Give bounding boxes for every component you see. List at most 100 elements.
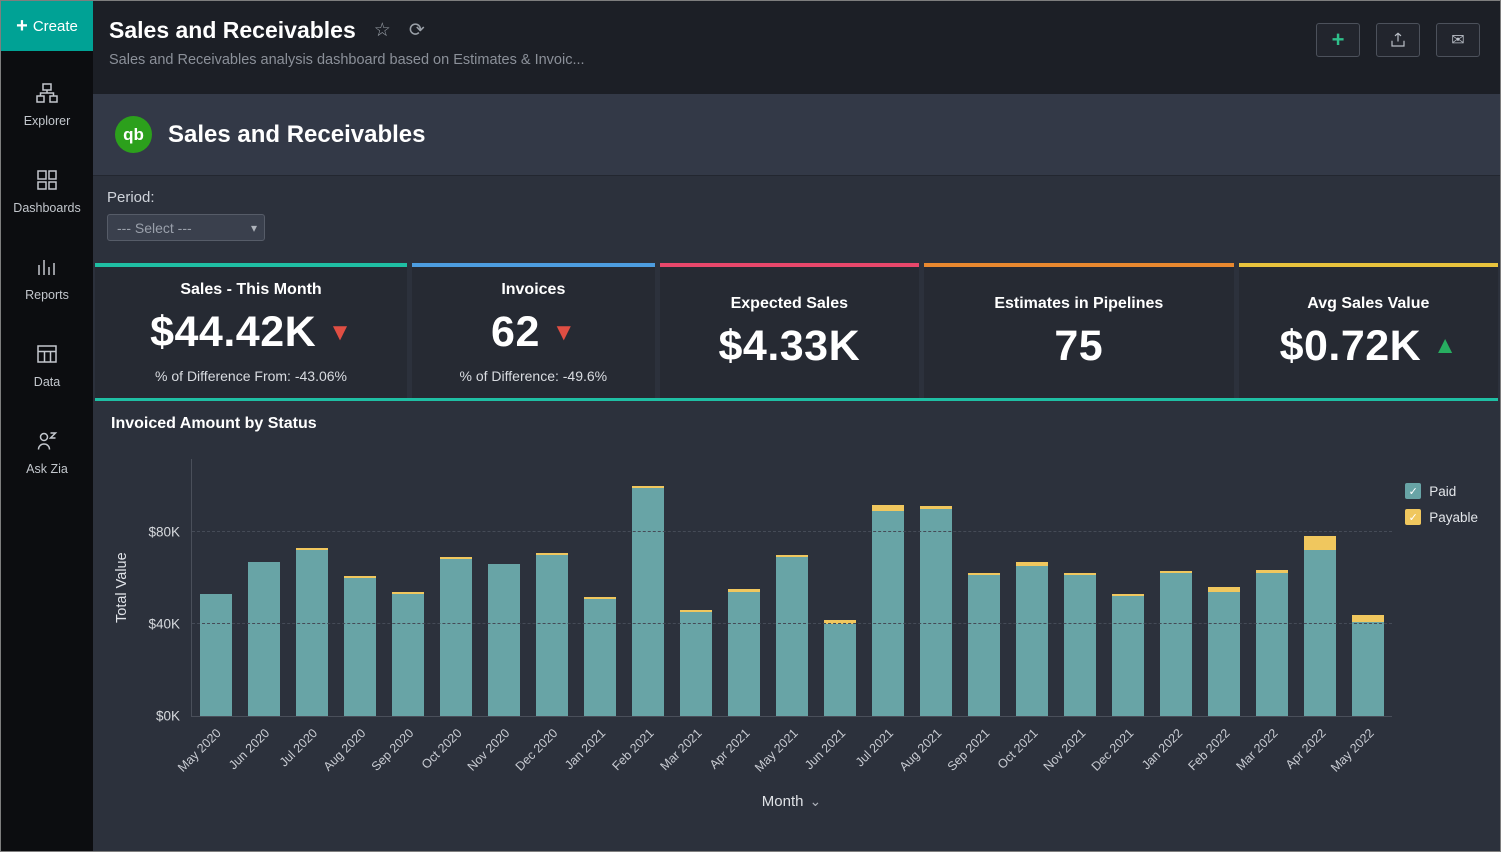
bar-segment-payable[interactable] bbox=[1064, 573, 1096, 576]
bar-segment-paid[interactable] bbox=[1352, 621, 1384, 716]
bar-may-2022[interactable] bbox=[1344, 459, 1392, 716]
create-button[interactable]: + Create bbox=[1, 1, 93, 51]
sidebar-item-data[interactable]: Data bbox=[1, 342, 93, 389]
bar-segment-paid[interactable] bbox=[200, 593, 232, 716]
bar-segment-paid[interactable] bbox=[1208, 591, 1240, 716]
bar-segment-paid[interactable] bbox=[680, 612, 712, 716]
bar-segment-payable[interactable] bbox=[1112, 593, 1144, 597]
bar-segment-paid[interactable] bbox=[392, 593, 424, 716]
bar-oct-2020[interactable] bbox=[432, 459, 480, 716]
bar-segment-paid[interactable] bbox=[1304, 550, 1336, 716]
bar-jan-2021[interactable] bbox=[576, 459, 624, 716]
bar-segment-paid[interactable] bbox=[632, 487, 664, 716]
page-title: Sales and Receivables bbox=[109, 17, 356, 43]
bar-segment-payable[interactable] bbox=[1256, 569, 1288, 574]
bar-segment-payable[interactable] bbox=[392, 591, 424, 594]
bar-segment-paid[interactable] bbox=[1160, 573, 1192, 716]
bar-segment-payable[interactable] bbox=[872, 505, 904, 511]
x-axis-title[interactable]: Month ⌄ bbox=[191, 793, 1392, 810]
refresh-icon[interactable]: ⟳ bbox=[408, 20, 425, 41]
bar-jun-2021[interactable] bbox=[816, 459, 864, 716]
kpi-card-estimates-in-pipelines[interactable]: Estimates in Pipelines 75 bbox=[924, 263, 1234, 398]
bar-segment-paid[interactable] bbox=[1016, 566, 1048, 716]
bar-segment-payable[interactable] bbox=[1016, 561, 1048, 567]
kpi-title: Avg Sales Value bbox=[1307, 294, 1430, 312]
bar-mar-2022[interactable] bbox=[1248, 459, 1296, 716]
bar-segment-payable[interactable] bbox=[776, 554, 808, 558]
legend-label: Paid bbox=[1429, 483, 1457, 499]
bar-aug-2021[interactable] bbox=[912, 459, 960, 716]
bar-sep-2021[interactable] bbox=[960, 459, 1008, 716]
bar-segment-payable[interactable] bbox=[728, 589, 760, 592]
bar-feb-2022[interactable] bbox=[1200, 459, 1248, 716]
bar-may-2021[interactable] bbox=[768, 459, 816, 716]
bar-segment-paid[interactable] bbox=[968, 575, 1000, 716]
bar-segment-paid[interactable] bbox=[824, 623, 856, 716]
bar-feb-2021[interactable] bbox=[624, 459, 672, 716]
bar-segment-paid[interactable] bbox=[248, 561, 280, 716]
bar-segment-payable[interactable] bbox=[440, 557, 472, 560]
sidebar-nav: Explorer Dashboards Reports Data Ask Zia bbox=[1, 51, 93, 476]
period-select[interactable]: --- Select --- ▾ bbox=[107, 214, 265, 241]
bar-segment-payable[interactable] bbox=[1160, 570, 1192, 574]
bar-segment-paid[interactable] bbox=[536, 554, 568, 716]
gridline bbox=[192, 622, 1392, 624]
bar-oct-2021[interactable] bbox=[1008, 459, 1056, 716]
bar-jun-2020[interactable] bbox=[240, 459, 288, 716]
kpi-card-expected-sales[interactable]: Expected Sales $4.33K bbox=[659, 263, 919, 398]
bar-segment-payable[interactable] bbox=[920, 506, 952, 509]
kpi-card-avg-sales-value[interactable]: Avg Sales Value $0.72K ▲ bbox=[1238, 263, 1498, 398]
bar-segment-paid[interactable] bbox=[920, 508, 952, 716]
kpi-card-sales-this-month[interactable]: Sales - This Month $44.42K ▼ % of Differ… bbox=[95, 263, 408, 398]
bar-segment-paid[interactable] bbox=[584, 598, 616, 716]
bar-segment-paid[interactable] bbox=[296, 550, 328, 716]
bar-apr-2021[interactable] bbox=[720, 459, 768, 716]
bar-segment-payable[interactable] bbox=[536, 552, 568, 555]
bar-jul-2020[interactable] bbox=[288, 459, 336, 716]
bar-segment-paid[interactable] bbox=[1064, 575, 1096, 716]
bar-aug-2020[interactable] bbox=[336, 459, 384, 716]
bar-segment-paid[interactable] bbox=[488, 563, 520, 716]
bar-may-2020[interactable] bbox=[192, 459, 240, 716]
email-button[interactable]: ✉ bbox=[1436, 23, 1480, 57]
bar-dec-2021[interactable] bbox=[1104, 459, 1152, 716]
bar-segment-payable[interactable] bbox=[296, 547, 328, 551]
bar-sep-2020[interactable] bbox=[384, 459, 432, 716]
favorite-star-icon[interactable]: ☆ bbox=[373, 20, 391, 41]
paid-checkbox-icon: ✓ bbox=[1405, 483, 1422, 499]
bar-segment-paid[interactable] bbox=[344, 577, 376, 716]
bar-segment-paid[interactable] bbox=[728, 591, 760, 716]
bar-segment-paid[interactable] bbox=[440, 559, 472, 716]
kpi-card-invoices[interactable]: Invoices 62 ▼ % of Difference: -49.6% bbox=[412, 263, 655, 398]
bar-segment-paid[interactable] bbox=[872, 510, 904, 716]
bar-segment-paid[interactable] bbox=[1256, 573, 1288, 716]
bar-segment-paid[interactable] bbox=[1112, 596, 1144, 716]
bar-jul-2021[interactable] bbox=[864, 459, 912, 716]
bar-segment-payable[interactable] bbox=[680, 610, 712, 613]
bar-segment-payable[interactable] bbox=[1208, 587, 1240, 592]
bar-segment-payable[interactable] bbox=[584, 596, 616, 599]
bar-dec-2020[interactable] bbox=[528, 459, 576, 716]
bar-segment-payable[interactable] bbox=[824, 620, 856, 624]
sidebar-item-ask-zia[interactable]: Ask Zia bbox=[1, 429, 93, 476]
bar-segment-payable[interactable] bbox=[1352, 614, 1384, 622]
bar-apr-2022[interactable] bbox=[1296, 459, 1344, 716]
bar-nov-2021[interactable] bbox=[1056, 459, 1104, 716]
bar-segment-payable[interactable] bbox=[632, 485, 664, 488]
bar-nov-2020[interactable] bbox=[480, 459, 528, 716]
bar-segment-payable[interactable] bbox=[1304, 536, 1336, 551]
x-axis-labels: May 2020 Jun 2020 Jul 2020 Aug 2020 Sep 2020… bbox=[175, 717, 1392, 793]
chart-panel: Invoiced Amount by Status ✓ Paid ✓ Payab… bbox=[93, 401, 1500, 851]
sidebar-item-dashboards[interactable]: Dashboards bbox=[1, 168, 93, 215]
bar-segment-payable[interactable] bbox=[968, 573, 1000, 576]
legend-item-paid[interactable]: ✓ Paid bbox=[1405, 483, 1478, 499]
sidebar-item-explorer[interactable]: Explorer bbox=[1, 81, 93, 128]
bar-jan-2022[interactable] bbox=[1152, 459, 1200, 716]
bar-segment-paid[interactable] bbox=[776, 557, 808, 716]
bar-segment-payable[interactable] bbox=[344, 575, 376, 578]
legend-item-payable[interactable]: ✓ Payable bbox=[1405, 509, 1478, 525]
bar-mar-2021[interactable] bbox=[672, 459, 720, 716]
sidebar-item-reports[interactable]: Reports bbox=[1, 255, 93, 302]
add-button[interactable]: + bbox=[1316, 23, 1360, 57]
export-button[interactable] bbox=[1376, 23, 1420, 57]
